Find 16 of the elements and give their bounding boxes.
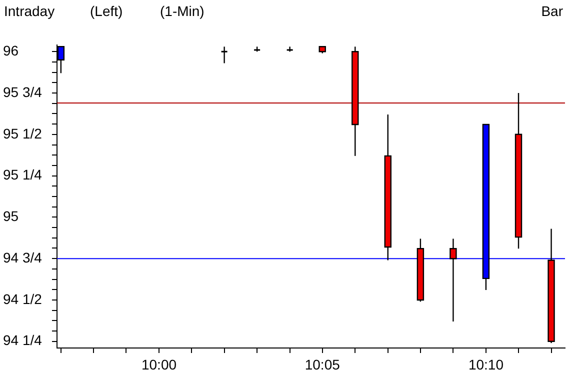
- chart-subtitle: (Left): [90, 3, 123, 19]
- x-tick-label: 10:05: [304, 356, 340, 372]
- x-tick-label: 10:00: [141, 356, 177, 372]
- y-tick-label: 95 1/4: [3, 166, 42, 183]
- y-tick-label: 95: [3, 208, 19, 224]
- candlestick: [221, 46, 228, 64]
- y-tick-label: 95 1/2: [3, 125, 42, 142]
- y-tick-label: 94 1/4: [3, 332, 42, 348]
- text: (1-Min): [160, 3, 204, 19]
- y-tick-label: 95 3/4: [3, 84, 42, 100]
- y-tick-label: 94 1/2: [3, 290, 42, 307]
- y-tick-label: 96: [3, 42, 19, 58]
- y-tick-label: 94 3/4: [3, 249, 42, 266]
- text: Bar: [541, 3, 563, 19]
- x-tick-label: 10:10: [468, 356, 504, 372]
- chart-title: Intraday: [4, 3, 55, 19]
